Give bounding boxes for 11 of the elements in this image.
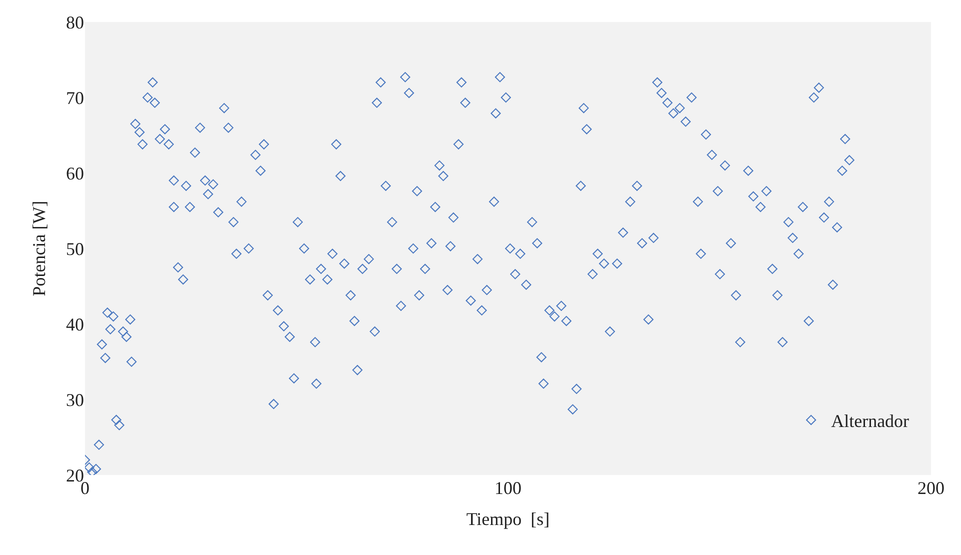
x-tick-label: 200 — [918, 478, 944, 498]
x-axis-title: Tiempo [s] — [466, 509, 550, 530]
y-tick-label: 70 — [66, 88, 84, 108]
y-axis-title: Potencia [W] — [29, 200, 50, 296]
y-tick-label: 50 — [66, 238, 84, 259]
legend-label: Alternador — [831, 410, 910, 431]
y-tick-label: 30 — [66, 390, 84, 410]
x-tick-label: 100 — [494, 478, 522, 498]
y-tick-label: 80 — [66, 12, 84, 32]
y-tick-label: 60 — [66, 163, 84, 184]
y-tick-label: 40 — [66, 314, 84, 334]
